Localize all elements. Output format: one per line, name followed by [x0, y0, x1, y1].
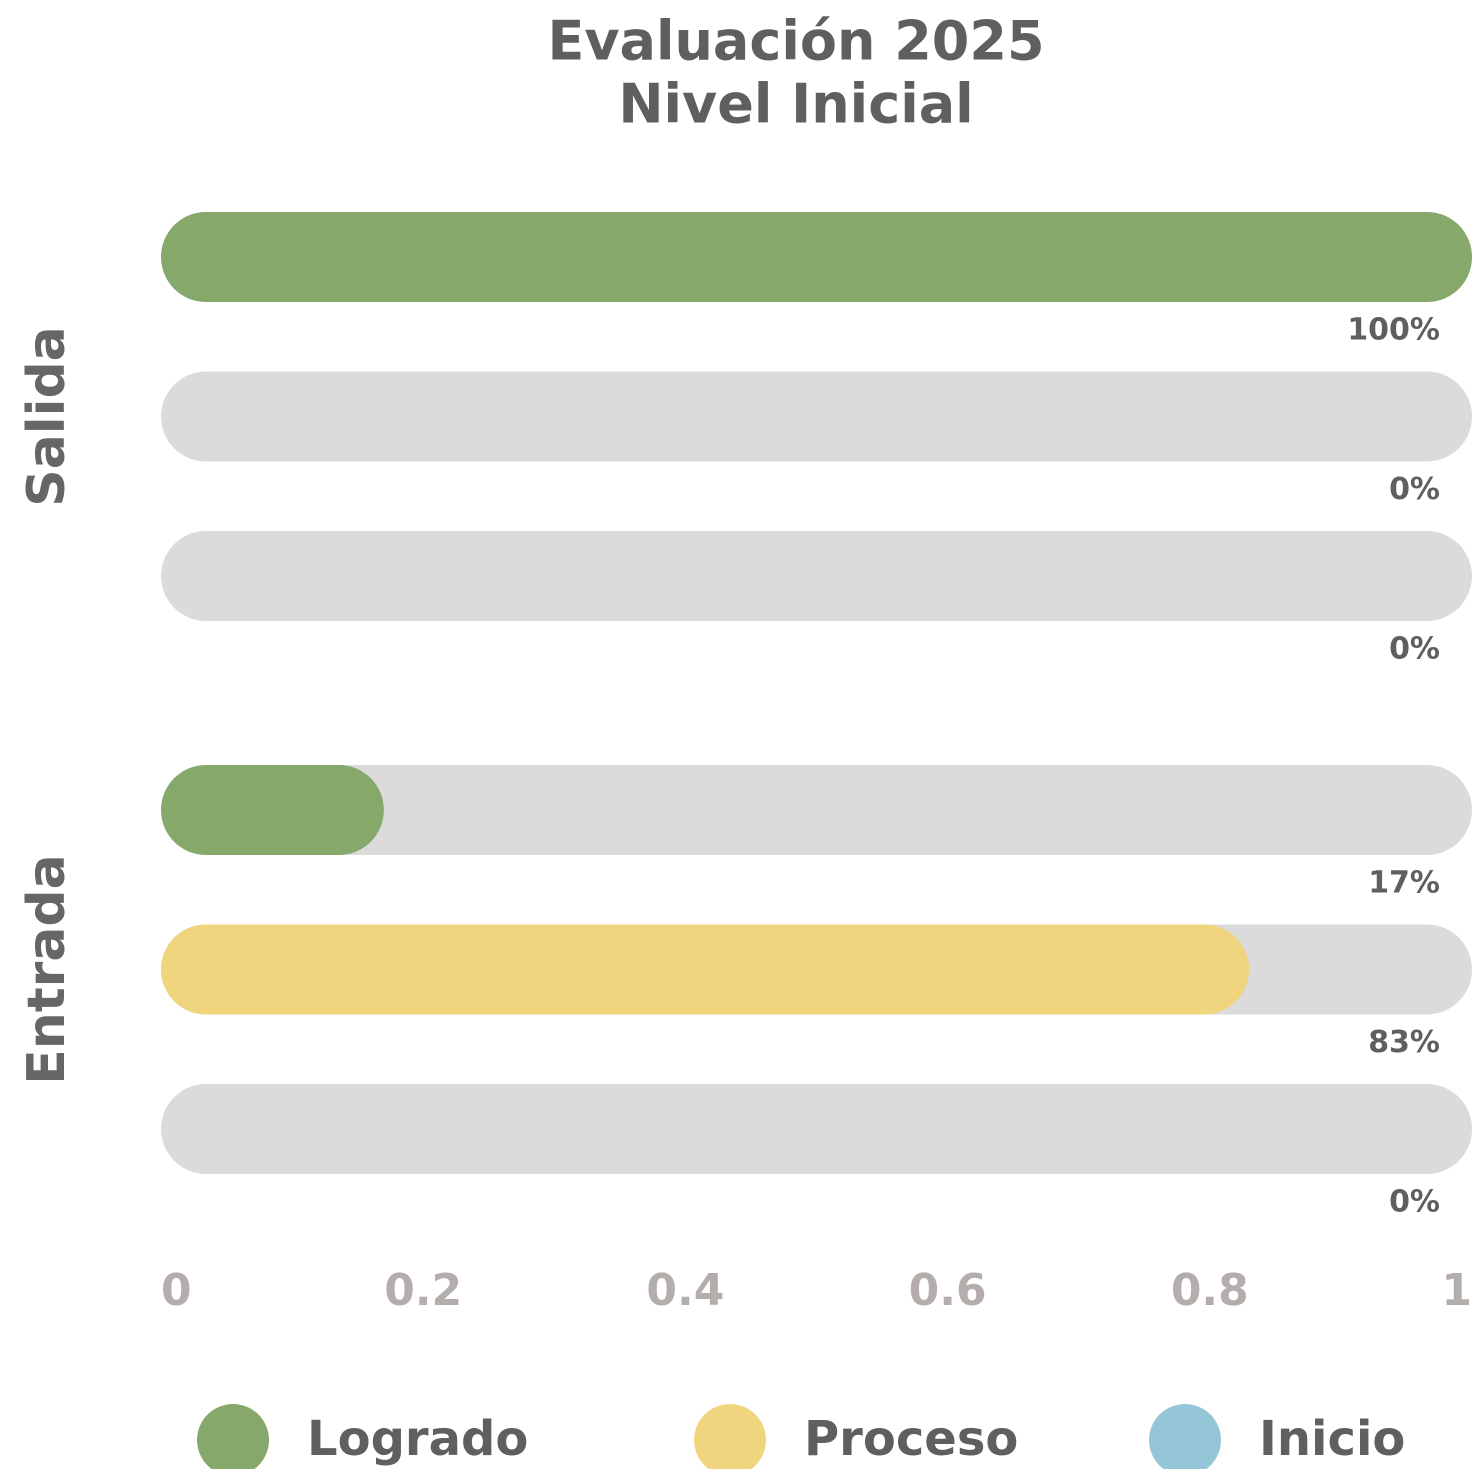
chart-title: Nivel Inicial: [618, 73, 973, 136]
legend-label: Logrado: [307, 1411, 528, 1467]
legend-label: Inicio: [1259, 1411, 1405, 1467]
bar-track: [161, 765, 1472, 855]
legend-label: Proceso: [804, 1411, 1018, 1467]
bar: [161, 924, 1250, 1015]
chart-title: Evaluación 2025: [547, 10, 1044, 73]
bar-track: [161, 531, 1472, 621]
legend-marker: [197, 1404, 269, 1469]
x-tick-label: 0: [161, 1265, 192, 1316]
bar-track: [161, 371, 1472, 462]
value-label: 0%: [1389, 472, 1440, 507]
value-label: 83%: [1368, 1025, 1440, 1060]
x-tick-label: 0.2: [384, 1265, 462, 1316]
bar: [161, 212, 1472, 302]
x-tick-label: 0.8: [1171, 1265, 1249, 1316]
x-tick-label: 0.4: [646, 1265, 724, 1316]
legend-marker: [1149, 1404, 1221, 1469]
x-tick-label: 1: [1441, 1265, 1472, 1316]
group-label: Salida: [17, 326, 77, 507]
value-label: 0%: [1389, 632, 1440, 667]
value-label: 100%: [1347, 313, 1440, 348]
group-label: Entrada: [17, 854, 77, 1084]
x-tick-label: 0.6: [909, 1265, 987, 1316]
value-label: 17%: [1368, 866, 1440, 901]
value-label: 0%: [1389, 1185, 1440, 1220]
bar: [161, 765, 384, 855]
legend-marker: [694, 1404, 766, 1469]
bar-track: [161, 1084, 1472, 1174]
